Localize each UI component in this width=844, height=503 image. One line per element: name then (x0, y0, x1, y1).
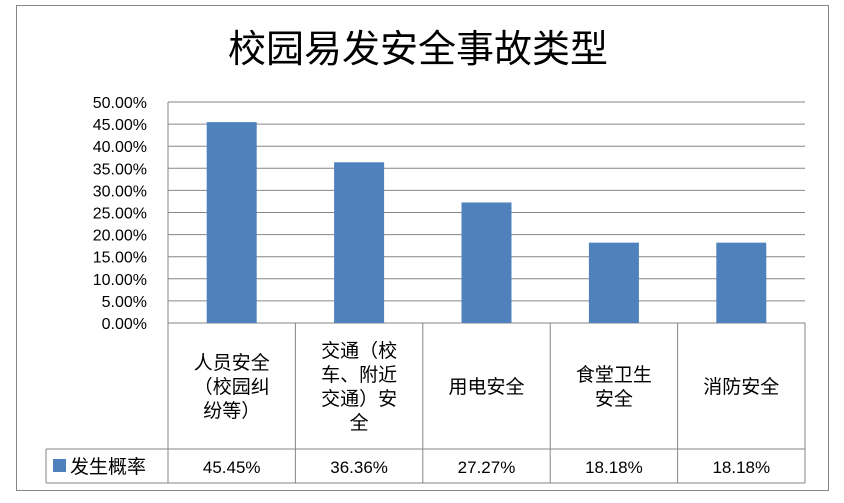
y-tick-label: 35.00% (93, 161, 147, 178)
category-label: （校园纠 (194, 376, 270, 398)
data-value-label: 45.45% (203, 458, 261, 477)
data-value-label: 27.27% (458, 458, 516, 477)
y-tick-label: 0.00% (102, 316, 147, 333)
y-tick-label: 20.00% (93, 228, 147, 245)
category-label: 安全 (595, 388, 633, 410)
y-tick-label: 15.00% (93, 250, 147, 267)
y-tick-label: 30.00% (93, 183, 147, 200)
category-label: 交通（校 (321, 340, 397, 362)
y-tick-label: 25.00% (93, 206, 147, 223)
bar (588, 242, 639, 323)
category-label: 食堂卫生 (576, 364, 652, 386)
category-label: 车、附近 (321, 364, 397, 386)
y-axis-ticks: 0.00% 5.00% 10.00% 15.00% 20.00% 25.00% 30.00%… (93, 95, 147, 333)
category-label: 用电安全 (448, 376, 524, 398)
bar (334, 162, 385, 323)
category-label: 交通）安 (321, 388, 397, 410)
legend-swatch (53, 459, 66, 472)
legend-label: 发生概率 (70, 456, 146, 478)
y-tick-label: 45.00% (93, 117, 147, 134)
category-label: 全 (350, 412, 369, 434)
category-label: 消防安全 (703, 376, 779, 398)
y-tick-label: 5.00% (102, 294, 147, 311)
y-tick-label: 50.00% (93, 95, 147, 112)
data-value-label: 36.36% (330, 458, 388, 477)
data-value-label: 18.18% (585, 458, 643, 477)
category-label: 人员安全 (194, 352, 270, 374)
bar (461, 202, 512, 323)
bar (716, 242, 767, 323)
category-label: 纷等） (203, 400, 260, 422)
bar (206, 122, 257, 324)
chart-title: 校园易发安全事故类型 (228, 27, 608, 71)
y-tick-label: 40.00% (93, 139, 147, 156)
gridlines (167, 101, 805, 324)
y-tick-label: 10.00% (93, 272, 147, 289)
bars (206, 122, 767, 324)
data-value-label: 18.18% (712, 458, 770, 477)
